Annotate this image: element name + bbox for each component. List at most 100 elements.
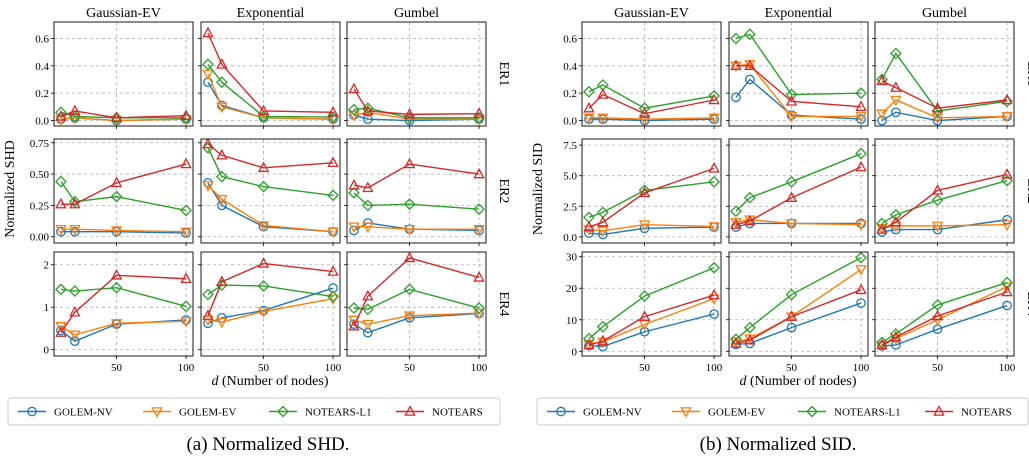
x-axis-label: d (Number of nodes) [739, 374, 856, 389]
series-line [735, 268, 862, 343]
series-line [588, 223, 715, 232]
series-line [207, 298, 334, 323]
panel: 0.00 0.25 0.50 0.75 [30, 138, 194, 246]
data-point [1001, 220, 1013, 232]
panel-frame [200, 138, 341, 244]
data-point [69, 330, 81, 342]
panel: 50 100 [726, 251, 870, 374]
data-point [348, 302, 360, 314]
y-tick-label: 0.6 [563, 33, 577, 45]
legend-frame [536, 397, 1029, 426]
data-point [856, 114, 866, 125]
column-title: Gaussian-EV [614, 6, 689, 21]
data-point [730, 32, 742, 45]
data-point [55, 106, 67, 119]
data-point [110, 281, 123, 294]
data-point [403, 251, 416, 263]
y-tick-label: 7.5 [563, 140, 577, 152]
data-point [708, 161, 720, 173]
series-line [60, 163, 187, 205]
data-point [855, 87, 867, 100]
data-point [876, 336, 888, 349]
y-tick-label: 0.6 [35, 33, 49, 45]
data-point [730, 218, 742, 229]
panel: 50 100 [872, 251, 1016, 374]
data-point [327, 227, 339, 239]
data-point [890, 81, 902, 92]
column-title: Gaussian-EV [86, 6, 161, 21]
series-line [881, 111, 1008, 122]
panel [726, 21, 869, 129]
data-point [730, 333, 742, 346]
data-point [744, 333, 756, 345]
data-point [327, 105, 339, 117]
legend-marker [806, 405, 818, 418]
data-point [69, 197, 81, 209]
series-line [60, 117, 187, 122]
row-title: ER2 [1024, 179, 1029, 204]
data-point [786, 110, 797, 120]
series-line [588, 117, 715, 120]
data-point [889, 208, 902, 221]
series-line [881, 80, 1008, 109]
series-line [881, 173, 1008, 231]
data-point [931, 221, 944, 233]
panel [198, 137, 341, 246]
panel-frame [874, 251, 1015, 357]
series-line [588, 84, 715, 109]
data-point [202, 315, 214, 327]
series-line [735, 257, 862, 340]
series-line [588, 313, 715, 348]
x-tick-label: 50 [111, 362, 123, 374]
data-point [69, 104, 81, 116]
row-title: ER4 [496, 292, 511, 317]
legend: GOLEM-NV GOLEM-EV NOTEARS-L1 NOTEARS [7, 397, 501, 426]
data-point [202, 137, 214, 149]
series-line [60, 231, 187, 234]
data-point [708, 261, 720, 274]
data-point [708, 222, 720, 233]
data-point [403, 107, 416, 119]
data-point [180, 157, 192, 169]
data-point [583, 338, 595, 350]
data-point [216, 148, 228, 160]
data-point [180, 227, 192, 239]
caption-b: (b) Normalized SID. [699, 434, 857, 455]
series-line [353, 163, 480, 189]
y-tick-label: 0.75 [30, 138, 50, 150]
y-tick-label: 0.0 [35, 116, 49, 128]
data-point [890, 107, 901, 118]
series-line [60, 228, 187, 233]
data-point [889, 47, 902, 60]
row-title: ER1 [496, 62, 511, 87]
column-title: Gumbel [394, 6, 439, 21]
data-point [638, 220, 651, 232]
data-point [473, 308, 485, 320]
series-line [881, 304, 1008, 347]
data-point [931, 309, 944, 321]
series-line [588, 267, 715, 340]
data-point [55, 283, 67, 296]
data-point [348, 319, 360, 331]
panel: 0.0 0.2 0.4 0.6 [35, 21, 194, 129]
data-point [202, 309, 214, 320]
data-point [202, 69, 214, 81]
y-tick-label: 2.5 [563, 201, 577, 213]
series-line [207, 81, 334, 120]
chart-shd: Gaussian-EV Exponential Gumbel ER1 0.0 0.2 0.4… [3, 6, 511, 426]
data-point [473, 203, 485, 216]
series-line [60, 286, 187, 308]
data-point [890, 95, 902, 107]
data-point [708, 93, 720, 105]
data-point [70, 336, 80, 346]
x-axis-label: d (Number of nodes) [211, 374, 328, 389]
panel [344, 138, 487, 246]
data-point [202, 26, 214, 38]
series-line [735, 153, 862, 212]
x-tick-label: 100 [853, 362, 870, 374]
data-point [1002, 214, 1012, 225]
series-line [735, 78, 862, 120]
data-point [638, 186, 651, 198]
panel-frame [581, 251, 722, 357]
